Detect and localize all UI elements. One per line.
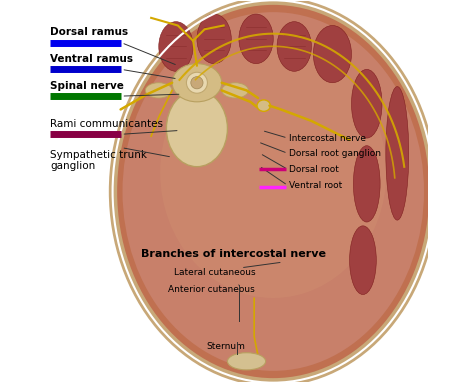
Ellipse shape (352, 69, 382, 138)
Ellipse shape (186, 72, 208, 93)
Ellipse shape (113, 1, 434, 382)
Ellipse shape (228, 353, 265, 370)
Text: Ventral ramus: Ventral ramus (50, 54, 133, 64)
Ellipse shape (166, 90, 228, 167)
Ellipse shape (146, 83, 172, 98)
Ellipse shape (350, 226, 376, 295)
Ellipse shape (354, 146, 380, 222)
Text: Dorsal ramus: Dorsal ramus (50, 28, 128, 38)
Ellipse shape (386, 87, 409, 220)
Text: Sternum: Sternum (207, 342, 246, 351)
Ellipse shape (313, 26, 352, 83)
Ellipse shape (277, 22, 311, 71)
Ellipse shape (172, 64, 222, 102)
Ellipse shape (257, 100, 270, 111)
Ellipse shape (191, 77, 203, 89)
Ellipse shape (239, 14, 273, 64)
Ellipse shape (122, 12, 424, 371)
Text: Branches of intercostal nerve: Branches of intercostal nerve (141, 249, 326, 259)
Text: Lateral cutaneous: Lateral cutaneous (174, 268, 255, 277)
Text: Sympathetic trunk
ganglion: Sympathetic trunk ganglion (50, 149, 147, 171)
Text: Intercostal nerve: Intercostal nerve (289, 134, 365, 142)
Text: Dorsal root: Dorsal root (289, 165, 338, 174)
Ellipse shape (159, 22, 193, 71)
Text: Ventral root: Ventral root (289, 181, 342, 190)
Ellipse shape (222, 83, 248, 98)
Text: Spinal nerve: Spinal nerve (50, 81, 124, 91)
Ellipse shape (160, 47, 386, 298)
Ellipse shape (197, 14, 231, 64)
Text: Rami communicantes: Rami communicantes (50, 119, 163, 129)
Text: Anterior cutaneous: Anterior cutaneous (168, 285, 255, 294)
Text: Dorsal root ganglion: Dorsal root ganglion (289, 149, 381, 158)
